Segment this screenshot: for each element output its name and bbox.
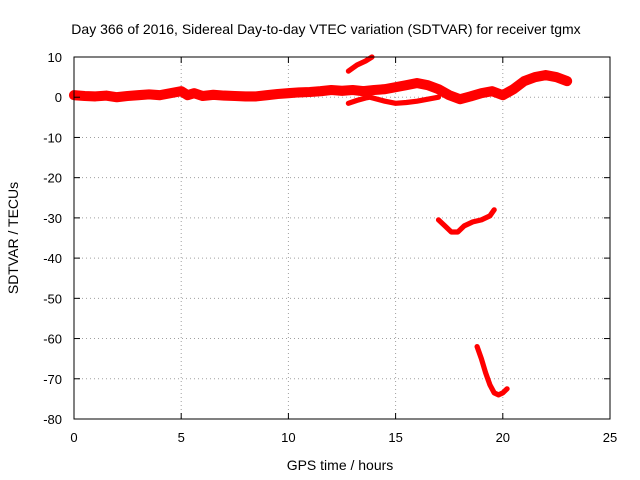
series-line-1	[68, 70, 573, 105]
axis-ticks: 0 5 10 15 20 25 10 0 -10 -20 -30 -40 -50 -60 -70 -80	[43, 50, 617, 445]
y-tick-label: 10	[48, 50, 62, 65]
series-line-4	[435, 207, 497, 235]
y-tick-label: -80	[43, 412, 62, 427]
y-axis-label: SDTVAR / TECUs	[5, 182, 21, 294]
y-tick-label: -10	[43, 130, 62, 145]
x-tick-label: 0	[70, 430, 77, 445]
grid	[74, 57, 610, 419]
x-tick-label: 15	[388, 430, 402, 445]
x-tick-label: 25	[603, 430, 617, 445]
series-line-2	[345, 94, 442, 106]
x-tick-label: 10	[281, 430, 295, 445]
x-tick-label: 5	[178, 430, 185, 445]
data-series	[68, 54, 573, 398]
chart-title: Day 366 of 2016, Sidereal Day-to-day VTE…	[71, 21, 580, 37]
y-tick-label: -40	[43, 251, 62, 266]
plot-frame	[73, 56, 611, 420]
x-tick-label: 20	[496, 430, 510, 445]
series-line-3	[345, 54, 375, 74]
x-axis-label: GPS time / hours	[287, 457, 394, 473]
y-tick-label: -60	[43, 332, 62, 347]
y-tick-label: -50	[43, 291, 62, 306]
series-line-5	[474, 344, 510, 398]
y-tick-label: -20	[43, 171, 62, 186]
y-tick-label: -30	[43, 211, 62, 226]
y-tick-label: 0	[55, 90, 62, 105]
y-tick-label: -70	[43, 372, 62, 387]
